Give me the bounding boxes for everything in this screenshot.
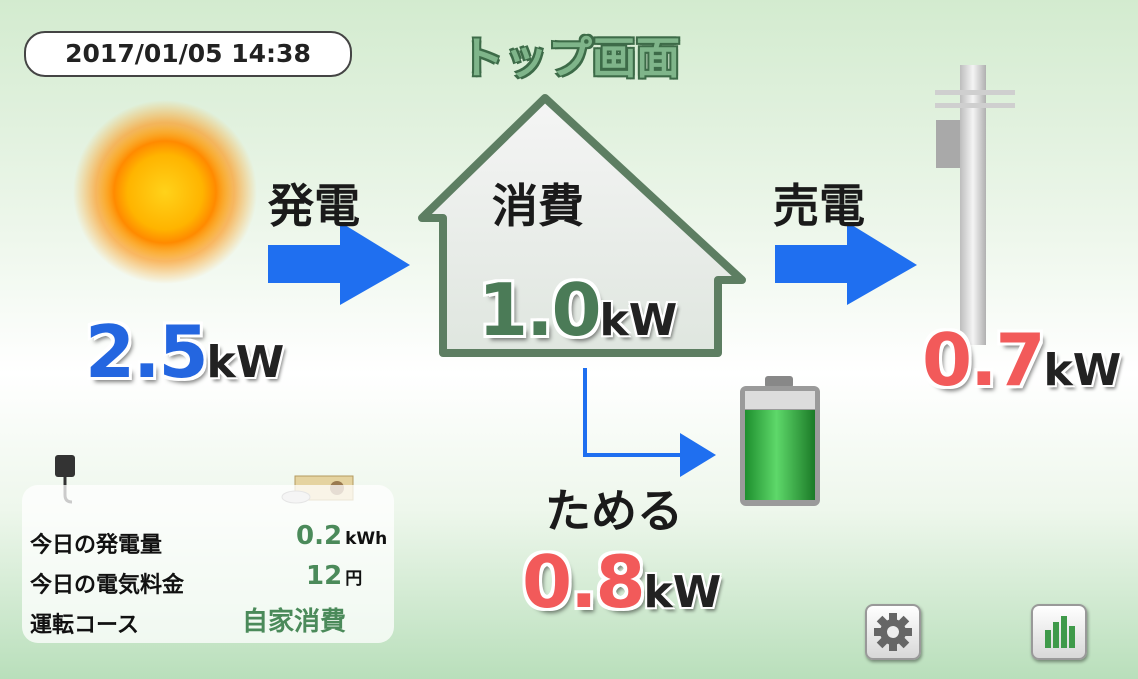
storage-unit: kW [644,567,722,618]
top-screen: 2017/01/05 14:38 トップ画面 発電 消費 売電 ためる 2.5k… [0,0,1138,679]
summary-row: 運転コース 自家消費 [30,599,390,639]
value-text: 0.2 [296,521,342,551]
row-unit: kWh [345,529,387,549]
screen-title: トップ画面 [460,22,680,86]
storage-reading: 0.8kW [522,540,721,624]
consumption-value: 1.0 [478,268,600,352]
sale-unit: kW [1044,345,1122,396]
consumption-unit: kW [600,295,678,346]
battery [740,376,820,506]
settings-button[interactable] [865,604,921,660]
storage-label: ためる [545,475,683,541]
consumption-label: 消費 [492,170,584,236]
storage-arrow [585,368,716,477]
sale-label: 売電 [773,170,865,236]
generation-value: 2.5 [85,310,207,394]
row-value: 自家消費 [242,601,346,638]
row-label: 今日の発電量 [30,527,162,559]
sale-reading: 0.7kW [922,318,1121,402]
generation-reading: 2.5kW [85,310,284,394]
sale-value: 0.7 [922,318,1044,402]
consumption-reading: 1.0kW [478,268,677,352]
row-label: 運転コース [30,607,139,639]
datetime: 2017/01/05 14:38 [24,31,352,77]
generation-unit: kW [207,337,285,388]
graph-icon [1033,606,1085,658]
page: 2017/01/05 14:38 トップ画面 発電 消費 売電 ためる 2.5k… [0,0,1138,679]
gear-icon [867,606,919,658]
utility-pole [935,65,1015,345]
graph-button[interactable] [1031,604,1087,660]
generation-label: 発電 [268,170,360,236]
value-text: 12 [306,561,342,591]
row-label: 今日の電気料金 [30,567,184,599]
sun [73,100,257,284]
row-unit: 円 [345,569,362,589]
storage-value: 0.8 [522,540,644,624]
